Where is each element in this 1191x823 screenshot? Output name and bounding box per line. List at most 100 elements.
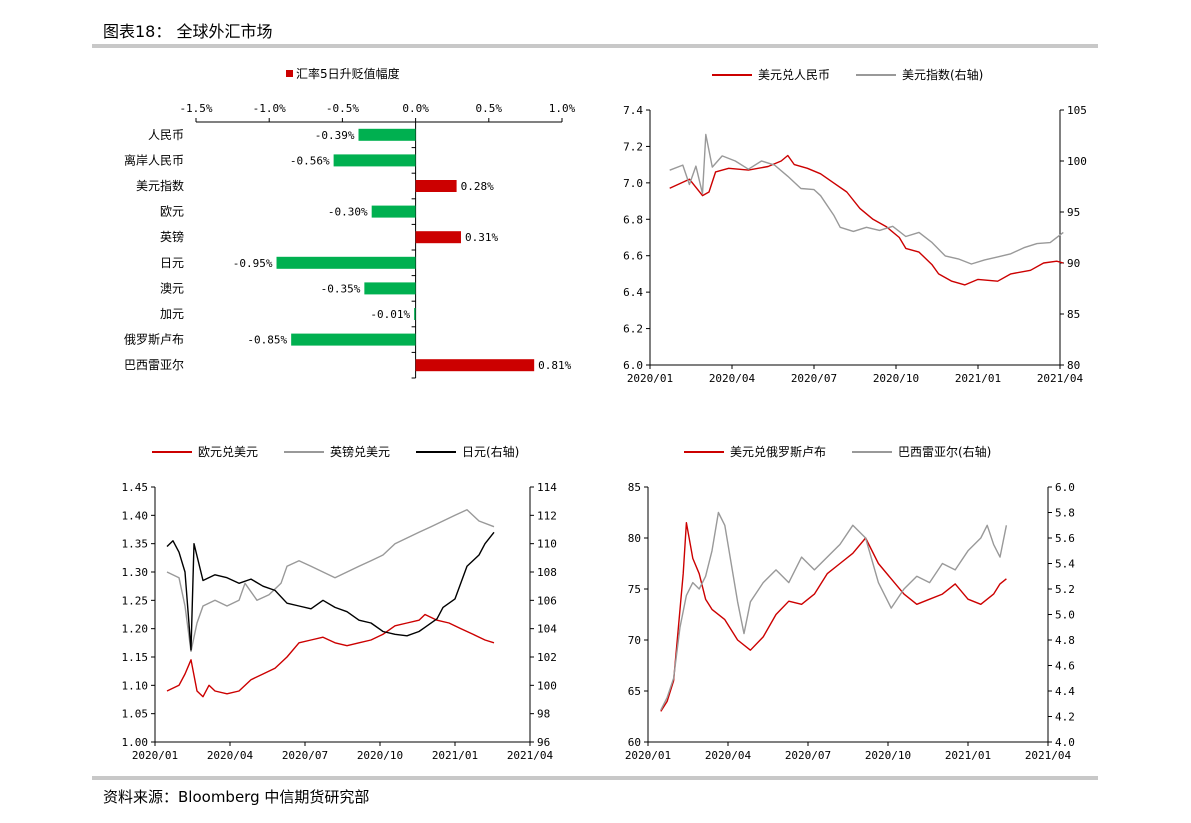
y-left-tick-label: 6.6: [623, 250, 643, 263]
y-right-tick-label: 4.8: [1055, 634, 1075, 647]
y-right-tick-label: 4.0: [1055, 736, 1075, 749]
source-note: 资料来源：Bloomberg 中信期货研究部: [103, 788, 370, 806]
series-line: [166, 613, 495, 698]
y-right-tick-label: 90: [1067, 257, 1080, 270]
x-tick-label: 2020/07: [791, 372, 837, 385]
x-tick-label: 1.0%: [549, 102, 576, 115]
y-right-tick-label: 5.8: [1055, 507, 1075, 520]
bar: [276, 256, 416, 269]
y-right-tick-label: 5.4: [1055, 558, 1075, 571]
bar: [358, 128, 416, 141]
legend-label-fx5d: 汇率5日升贬值幅度: [296, 66, 400, 81]
legend-label: 欧元兑美元: [198, 445, 258, 459]
value-label: -0.95%: [233, 257, 273, 270]
series-line: [669, 133, 1064, 265]
y-left-tick-label: 1.45: [122, 481, 149, 494]
y-right-tick-label: 95: [1067, 206, 1080, 219]
y-left-tick-label: 1.35: [122, 538, 149, 551]
y-right-tick-label: 98: [537, 708, 550, 721]
x-tick-label: 0.5%: [476, 102, 503, 115]
y-left-tick-label: 1.00: [122, 736, 149, 749]
y-right-tick-label: 100: [1067, 155, 1087, 168]
value-label: 0.31%: [465, 231, 498, 244]
y-right-tick-label: 5.6: [1055, 532, 1075, 545]
value-label: -0.39%: [315, 129, 355, 142]
y-right-tick-label: 4.4: [1055, 685, 1075, 698]
y-right-tick-label: 85: [1067, 308, 1080, 321]
y-left-tick-label: 1.15: [122, 651, 149, 664]
category-label: 人民币: [148, 128, 184, 142]
legend-swatch-fx5d: [286, 70, 293, 77]
category-label: 英镑: [160, 229, 184, 244]
x-tick-label: 2020/01: [627, 372, 673, 385]
y-left-tick-label: 1.25: [122, 594, 149, 607]
x-tick-label: 2020/07: [282, 749, 328, 762]
x-tick-label: -0.5%: [326, 102, 359, 115]
value-label: -0.56%: [290, 154, 330, 167]
y-right-tick-label: 112: [537, 509, 557, 522]
y-left-tick-label: 70: [628, 634, 641, 647]
x-tick-label: 2021/04: [1037, 372, 1084, 385]
x-tick-label: 2020/07: [785, 749, 831, 762]
x-tick-label: 2021/01: [945, 749, 991, 762]
y-left-tick-label: 6.0: [623, 359, 643, 372]
y-right-tick-label: 110: [537, 538, 557, 551]
x-tick-label: -1.0%: [253, 102, 286, 115]
y-left-tick-label: 7.4: [623, 104, 643, 117]
value-label: -0.85%: [247, 334, 287, 347]
bar: [371, 205, 416, 218]
value-label: -0.35%: [321, 282, 361, 295]
x-tick-label: 0.0%: [402, 102, 429, 115]
y-left-tick-label: 1.20: [122, 623, 149, 636]
y-left-tick-label: 6.4: [623, 286, 643, 299]
series-line: [669, 154, 1064, 286]
value-label: 0.81%: [538, 359, 571, 372]
y-left-tick-label: 75: [628, 583, 641, 596]
y-left-tick-label: 1.05: [122, 708, 149, 721]
bar: [414, 308, 416, 320]
x-tick-label: 2020/10: [873, 372, 919, 385]
legend-label: 美元兑人民币: [758, 68, 830, 82]
y-right-tick-label: 4.6: [1055, 660, 1075, 673]
legend-label: 英镑兑美元: [330, 444, 390, 459]
bottom-divider: [92, 776, 1098, 780]
y-left-tick-label: 1.30: [122, 566, 149, 579]
y-right-tick-label: 96: [537, 736, 550, 749]
bar: [415, 359, 535, 372]
y-left-tick-label: 60: [628, 736, 641, 749]
category-label: 日元: [160, 256, 184, 270]
y-right-tick-label: 114: [537, 481, 557, 494]
legend-label: 巴西雷亚尔(右轴): [898, 444, 991, 459]
category-label: 巴西雷亚尔: [124, 357, 184, 372]
series-line: [660, 522, 1007, 712]
y-left-tick-label: 85: [628, 481, 641, 494]
bar: [364, 282, 416, 295]
top-divider: [92, 44, 1098, 48]
x-tick-label: -1.5%: [179, 102, 212, 115]
x-tick-label: 2020/01: [132, 749, 178, 762]
y-right-tick-label: 105: [1067, 104, 1087, 117]
x-tick-label: 2020/04: [705, 749, 752, 762]
y-left-tick-label: 1.40: [122, 509, 149, 522]
y-right-tick-label: 5.0: [1055, 609, 1075, 622]
page-title: 图表18： 全球外汇市场: [103, 22, 273, 41]
x-tick-label: 2020/01: [625, 749, 671, 762]
category-label: 俄罗斯卢布: [124, 332, 184, 347]
x-tick-label: 2020/04: [207, 749, 254, 762]
y-right-tick-label: 6.0: [1055, 481, 1075, 494]
value-label: -0.01%: [370, 308, 410, 321]
legend-label: 美元兑俄罗斯卢布: [730, 444, 826, 459]
y-left-tick-label: 65: [628, 685, 641, 698]
x-tick-label: 2020/04: [709, 372, 756, 385]
bar: [333, 154, 416, 167]
x-tick-label: 2021/01: [955, 372, 1001, 385]
category-label: 澳元: [160, 281, 184, 295]
y-right-tick-label: 108: [537, 566, 557, 579]
y-right-tick-label: 5.2: [1055, 583, 1075, 596]
y-right-tick-label: 80: [1067, 359, 1080, 372]
category-label: 欧元: [160, 205, 184, 219]
